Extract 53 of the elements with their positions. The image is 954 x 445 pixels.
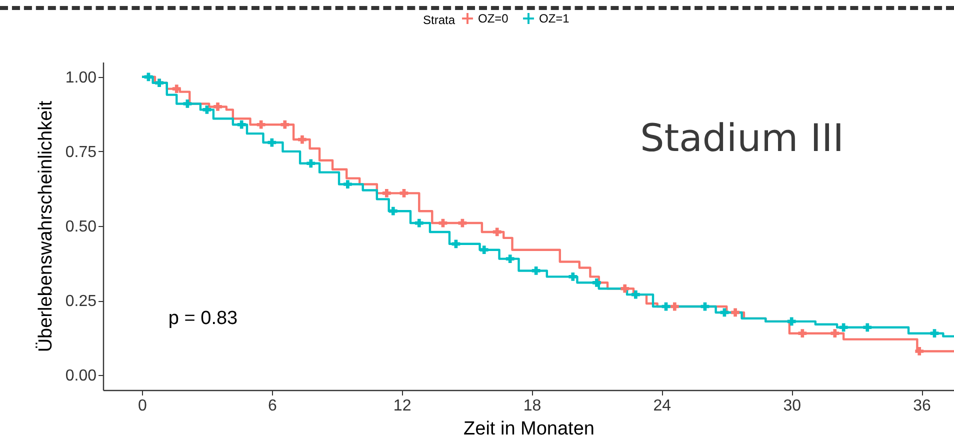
point <box>298 135 306 144</box>
x-tick-label: 36 <box>913 398 932 414</box>
x-tick-label: 18 <box>523 398 542 414</box>
x-tick-label: 24 <box>653 398 672 414</box>
point <box>839 323 848 332</box>
point <box>787 317 796 326</box>
point <box>414 218 424 228</box>
point <box>798 329 807 338</box>
point <box>344 180 352 188</box>
point <box>400 189 408 198</box>
x-tick-label: 6 <box>268 398 277 414</box>
y-axis-title: Überlebenswahrscheinlichkeit <box>35 100 56 352</box>
point <box>930 329 939 338</box>
point <box>452 240 460 248</box>
point <box>237 120 246 129</box>
point <box>568 272 578 281</box>
y-tick-label: 0.25 <box>65 293 97 310</box>
point <box>172 84 181 94</box>
point <box>480 246 488 254</box>
annotation: Stadium III <box>640 116 844 160</box>
x-tick-label: 12 <box>393 398 412 414</box>
point <box>492 228 502 236</box>
y-tick-label: 1.00 <box>65 69 97 86</box>
point <box>256 120 266 129</box>
point <box>144 72 153 82</box>
point <box>532 266 540 275</box>
annotation: p = 0.83 <box>168 308 238 329</box>
y-tick-label: 0.00 <box>65 368 97 385</box>
point <box>592 278 601 287</box>
point <box>214 102 222 111</box>
point <box>183 100 192 108</box>
point <box>863 323 872 332</box>
point <box>388 206 398 216</box>
point <box>506 254 514 263</box>
y-tick-label: 0.50 <box>65 218 97 236</box>
point <box>306 159 316 168</box>
point <box>731 308 740 317</box>
point <box>632 290 640 299</box>
legend-title: Strata <box>423 13 456 27</box>
legend-label: OZ=1 <box>539 12 570 26</box>
point <box>382 189 391 198</box>
point <box>830 329 840 338</box>
y-tick-label: 0.75 <box>65 144 97 161</box>
x-tick-label: 30 <box>783 398 802 414</box>
point <box>915 347 924 356</box>
x-axis-title: Zeit in Monaten <box>464 418 594 440</box>
point <box>268 138 276 147</box>
point <box>202 106 212 114</box>
point <box>620 284 630 293</box>
point <box>670 302 679 311</box>
legend-label: OZ=0 <box>478 12 509 26</box>
point <box>280 120 290 129</box>
x-tick-label: 0 <box>138 398 148 414</box>
